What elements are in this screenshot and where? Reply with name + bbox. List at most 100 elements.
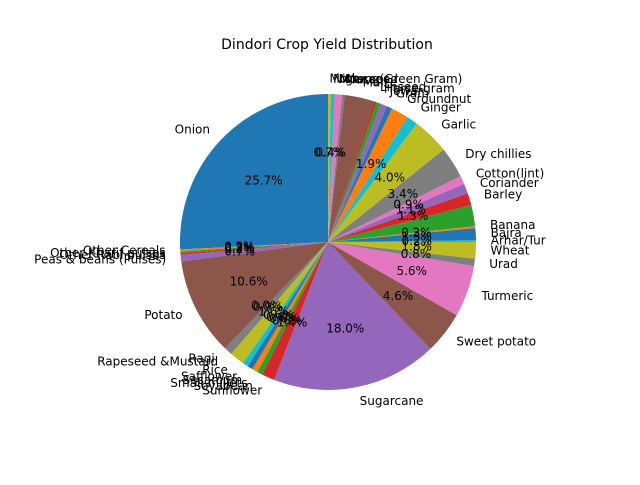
slice-percent-label: 0.2% [401,226,432,240]
pie-slice [328,123,444,242]
pie-slice [257,242,328,375]
slice-percent-label: 0.2% [224,241,255,255]
percent-labels: 25.7%0.2%0.2%0.2%0.7%10.6%0.0%0.9%1.6%0.… [224,146,432,336]
slice-category-label: Moth [330,72,360,86]
slice-category-label: Other Cereals [83,244,166,258]
slice-percent-label: 1.1% [396,202,427,216]
pie-slice [328,242,475,316]
pie-slice [328,226,476,242]
slice-category-label: Arhar/Tur [491,233,546,247]
pie-slice [328,108,408,242]
slice-category-label: Groundnut [407,92,471,106]
slice-category-label: Sunflower [202,383,262,397]
slice-category-label: Rapeseed &Mustard [97,355,218,369]
slice-percent-label: 10.6% [230,274,268,288]
slice-percent-label: 0.7% [224,244,255,258]
pie-slice [180,242,328,262]
pie-slice [328,94,342,242]
slice-category-label: Sweet potato [456,335,536,349]
pie-slice [328,193,472,242]
slice-category-label: Urad [489,257,518,271]
slice-percent-label: 3.4% [388,187,419,201]
slice-category-label: Other Kharif pulses [50,246,165,260]
slice-category-label: Soyabean [194,379,253,393]
slice-category-label: Horse-gram [384,82,455,96]
slice-percent-label: 1.4% [277,316,308,330]
pie-slice [328,94,345,242]
pie-slice [328,101,377,242]
slice-percent-label: 1.6% [258,305,289,319]
slice-category-label: Bajra [491,226,522,240]
pie-slice [328,117,417,242]
slice-percent-label: 0.9% [253,300,284,314]
slice-category-label: Peas & beans (Pulses) [34,252,166,266]
pie-slice [328,240,477,242]
slice-percent-label: 0.9% [393,197,424,211]
slice-percent-label: 1.8% [401,240,432,254]
slice-percent-label: 0.2% [224,242,255,256]
slice-category-label: Linseed [380,80,426,94]
slice-category-label: Onion [175,122,210,136]
slice-category-label: Garlic [441,118,476,132]
slice-category-label: Wheat [491,244,530,258]
pie-slice [180,242,328,254]
pie-slice [328,102,381,242]
slice-percent-label: 4.0% [375,171,406,185]
pie-slice [328,149,461,242]
slice-category-label: Ragi [188,351,214,365]
pie-slice [262,242,328,380]
slice-category-label: Maize [363,75,398,89]
slice-category-label: Rice [202,363,228,377]
pie-slice [328,228,476,242]
pie-slice [252,242,328,372]
slice-percent-label: 1.3% [398,209,429,223]
slice-category-label: Gram [396,86,429,100]
slice-category-label: Cotton(lint) [476,166,544,180]
slices-layer [180,94,477,391]
slice-category-label: Jowar [389,84,423,98]
slice-percent-label: 0.6% [266,310,297,324]
slice-percent-label: 5.6% [396,264,427,278]
slice-percent-label: 1.9% [356,157,387,171]
slice-percent-label: 0.6% [269,312,300,326]
pie-slice [328,242,457,349]
slice-category-label: Safflower [181,370,237,384]
slice-category-label: Dry chillies [465,147,531,161]
slice-percent-label: 0.8% [401,247,432,261]
pie-slice [180,242,328,256]
slice-category-label: Sugarcane [360,394,424,408]
slice-percent-label: 0.6% [272,313,303,327]
slice-percent-label: 18.0% [326,322,364,336]
pie-slice [328,176,465,242]
slice-percent-label: 1.3% [401,230,432,244]
slice-percent-label: 0.7% [314,146,345,160]
slice-category-label: Ginger [421,101,461,115]
pie-slice [181,242,328,349]
slice-percent-label: 25.7% [245,173,283,187]
slice-category-label: Banana [490,218,536,232]
slice-percent-label: 0.2% [224,240,255,254]
pie-slice [328,94,331,242]
pie-slice [247,242,328,370]
slice-category-label: Other Rabi pulses [59,248,166,262]
pie-slice [180,242,328,252]
pie-slice [328,103,387,242]
slice-category-label: Coriander [480,176,539,190]
pie-slice [328,205,476,242]
slice-category-label: Small millets [170,376,247,390]
slice-category-label: Barley [484,187,522,201]
pie-slice [328,94,374,242]
slice-category-label: Masoor [345,73,389,87]
slice-category-label: Potato [144,308,182,322]
slice-category-label: Niger seed [333,72,398,86]
pie-slice [328,94,335,242]
pie-slice [328,183,468,242]
slice-percent-label: 0.6% [263,308,294,322]
pie-slice [225,242,328,354]
pie-slice [328,242,476,259]
pie-slice [242,242,328,367]
pie-slice [274,242,431,391]
